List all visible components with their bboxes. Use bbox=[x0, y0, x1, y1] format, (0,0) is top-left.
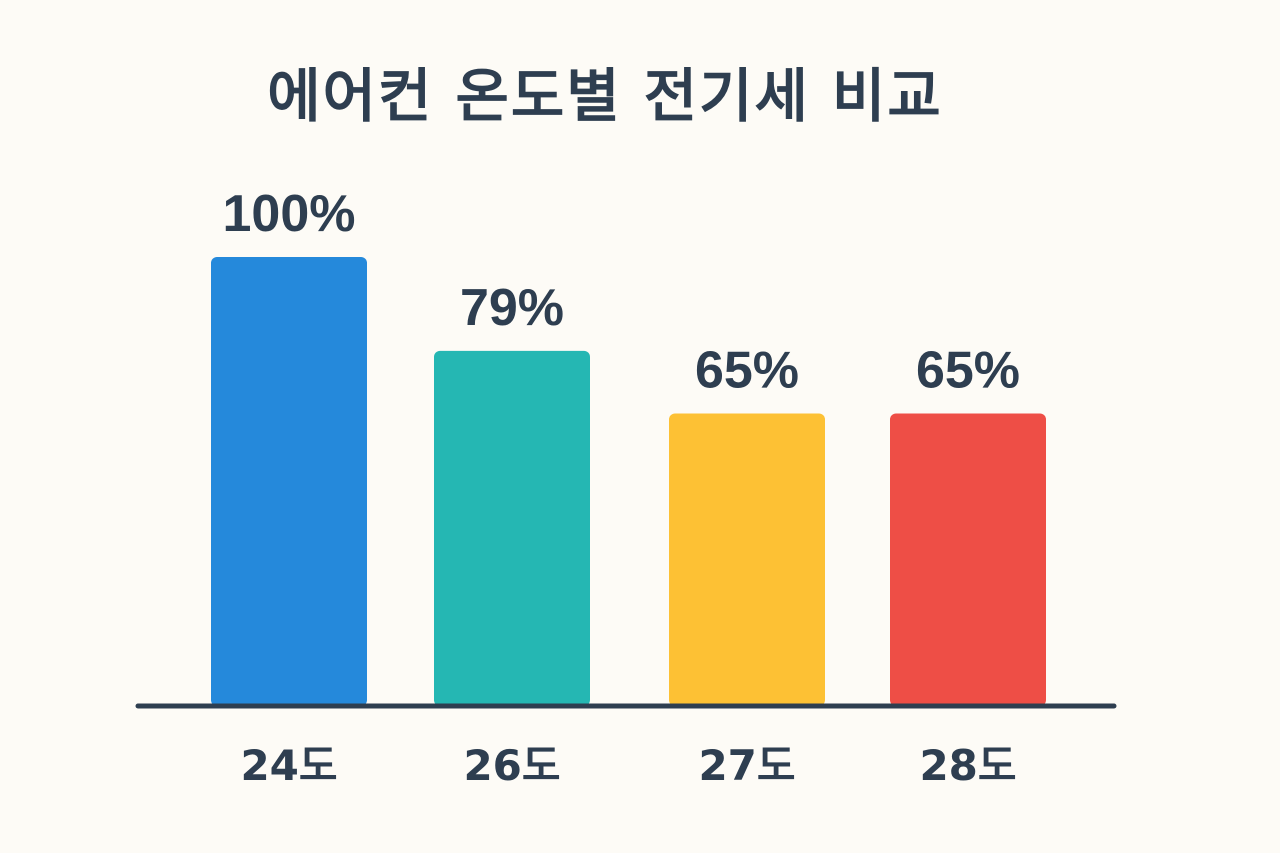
chart-title: 에어컨 온도별 전기세 비교 bbox=[267, 62, 943, 130]
bar-value-label-1: 100% bbox=[223, 185, 356, 243]
bar-1 bbox=[211, 257, 367, 706]
bar-2 bbox=[434, 350, 590, 706]
bar-4 bbox=[890, 413, 1046, 706]
category-labels-group: 24도 26도 27도 28도 bbox=[240, 741, 1016, 790]
bar-value-label-4: 65% bbox=[916, 341, 1020, 399]
value-labels-group: 100% 79% 65% 65% bbox=[223, 185, 1021, 399]
bars-group bbox=[211, 257, 1046, 706]
category-label-1: 24도 bbox=[240, 741, 337, 790]
category-label-4: 28도 bbox=[919, 741, 1016, 790]
bar-value-label-2: 79% bbox=[460, 279, 564, 337]
bar-3 bbox=[669, 413, 825, 706]
category-label-3: 27도 bbox=[698, 741, 795, 790]
category-label-2: 26도 bbox=[463, 741, 560, 790]
bar-value-label-3: 65% bbox=[695, 341, 799, 399]
